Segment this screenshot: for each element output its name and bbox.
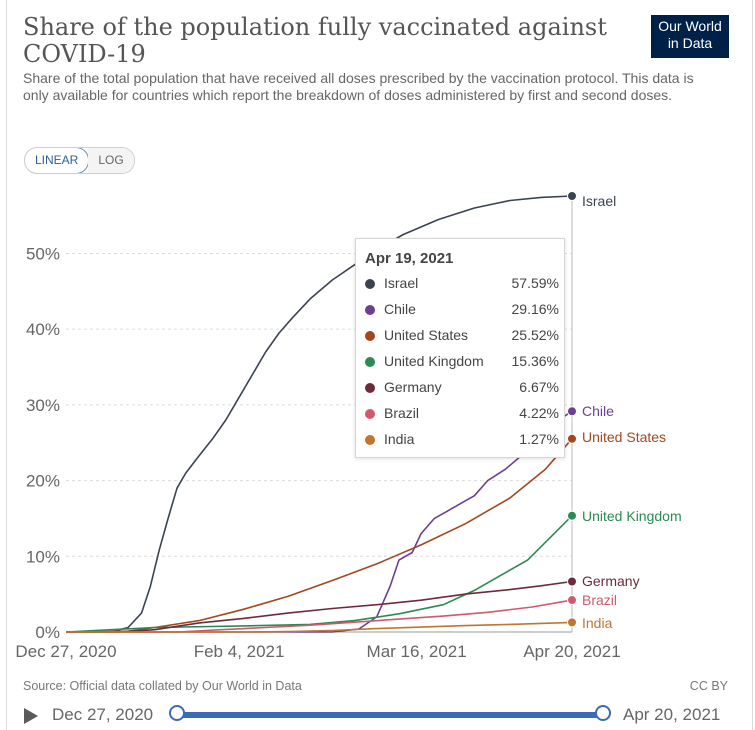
timeline-end-label: Apr 20, 2021 bbox=[623, 705, 721, 724]
series-end-point bbox=[567, 406, 577, 417]
tooltip-row: Israel 57.59% bbox=[365, 274, 559, 294]
tooltip-value: 29.16% bbox=[511, 301, 559, 317]
tooltip-date: Apr 19, 2021 bbox=[365, 250, 454, 267]
tooltip-value: 4.22% bbox=[519, 405, 559, 421]
logo-line-2: in Data bbox=[667, 35, 713, 51]
tooltip-country: Israel bbox=[384, 275, 419, 291]
x-tick-label: Dec 27, 2020 bbox=[15, 642, 116, 661]
series-end-point bbox=[567, 510, 577, 521]
series-end-point bbox=[567, 576, 577, 587]
tooltip-row: Brazil 4.22% bbox=[365, 404, 559, 424]
series-end-point bbox=[567, 433, 577, 444]
tooltip-row: Chile 29.16% bbox=[365, 300, 559, 320]
tooltip-value: 57.59% bbox=[511, 275, 559, 291]
owid-logo[interactable]: Our World in Data bbox=[651, 15, 729, 58]
tooltip-value: 1.27% bbox=[519, 431, 559, 447]
timeline-end-handle[interactable] bbox=[595, 705, 611, 721]
tooltip-country: United Kingdom bbox=[384, 353, 484, 369]
timeline-track[interactable] bbox=[178, 712, 603, 718]
tooltip-dot bbox=[365, 435, 375, 445]
logo-line-1: Our World bbox=[658, 18, 722, 34]
series-line bbox=[66, 621, 573, 633]
left-border bbox=[6, 0, 7, 730]
scale-toggle: LINEAR LOG bbox=[24, 147, 135, 174]
tooltip-value: 15.36% bbox=[511, 353, 559, 369]
chart-subtitle: Share of the total population that have … bbox=[23, 70, 694, 103]
license-link[interactable]: CC BY bbox=[689, 679, 728, 693]
right-border bbox=[752, 0, 753, 730]
x-tick-label: Mar 16, 2021 bbox=[367, 642, 467, 661]
tooltip-row: Germany 6.67% bbox=[365, 378, 559, 398]
y-tick-label: 50% bbox=[26, 244, 60, 263]
x-tick-label: Apr 20, 2021 bbox=[523, 642, 620, 661]
y-tick-label: 30% bbox=[26, 396, 60, 415]
tooltip-dot bbox=[365, 305, 375, 315]
tooltip-row: India 1.27% bbox=[365, 430, 559, 450]
source-note[interactable]: Source: Official data collated by Our Wo… bbox=[23, 679, 302, 693]
tooltip-value: 25.52% bbox=[511, 327, 559, 343]
tooltip-country: Germany bbox=[384, 379, 442, 395]
timeline-start-label: Dec 27, 2020 bbox=[52, 705, 154, 724]
series-end-point bbox=[567, 191, 577, 201]
series-line bbox=[66, 599, 573, 633]
x-tick-label: Feb 4, 2021 bbox=[194, 642, 285, 661]
series-end-point bbox=[567, 617, 577, 628]
series-end-point bbox=[567, 595, 577, 606]
tooltip-dot bbox=[365, 357, 375, 367]
tooltip-dot bbox=[365, 409, 375, 419]
y-tick-label: 0% bbox=[35, 623, 60, 642]
linear-scale-button[interactable]: LINEAR bbox=[24, 148, 90, 173]
tooltip-country: India bbox=[384, 431, 415, 447]
tooltip: Apr 19, 2021 Israel 57.59% Chile 29.16% Unit… bbox=[355, 238, 565, 458]
tooltip-dot bbox=[365, 383, 375, 393]
series-label: Brazil bbox=[582, 592, 617, 608]
tooltip-row: United States 25.52% bbox=[365, 326, 559, 346]
series-label: Israel bbox=[582, 193, 616, 209]
tooltip-value: 6.67% bbox=[519, 379, 559, 395]
y-tick-label: 10% bbox=[26, 547, 60, 566]
y-tick-label: 20% bbox=[26, 472, 60, 491]
tooltip-dot bbox=[365, 279, 375, 289]
tooltip-country: Brazil bbox=[384, 405, 420, 421]
series-line bbox=[66, 195, 573, 633]
series-line bbox=[66, 580, 573, 633]
series-label: Chile bbox=[582, 403, 614, 419]
tooltip-country: United States bbox=[384, 327, 469, 343]
tooltip-row: United Kingdom 15.36% bbox=[365, 352, 559, 372]
series-label: United Kingdom bbox=[582, 508, 682, 524]
y-tick-label: 40% bbox=[26, 320, 60, 339]
series-label: India bbox=[582, 615, 613, 631]
tooltip-country: Chile bbox=[384, 301, 416, 317]
series-label: United States bbox=[582, 429, 666, 445]
tooltip-dot bbox=[365, 331, 375, 341]
play-icon[interactable] bbox=[24, 708, 38, 724]
series-line bbox=[65, 515, 573, 633]
log-scale-button[interactable]: LOG bbox=[88, 148, 134, 173]
timeline: Dec 27, 2020 Apr 20, 2021 bbox=[0, 700, 755, 730]
chart-title: Share of the population fully vaccinated… bbox=[23, 13, 607, 68]
series-line bbox=[65, 438, 573, 633]
series-label: Germany bbox=[582, 573, 640, 589]
timeline-start-handle[interactable] bbox=[169, 705, 185, 721]
